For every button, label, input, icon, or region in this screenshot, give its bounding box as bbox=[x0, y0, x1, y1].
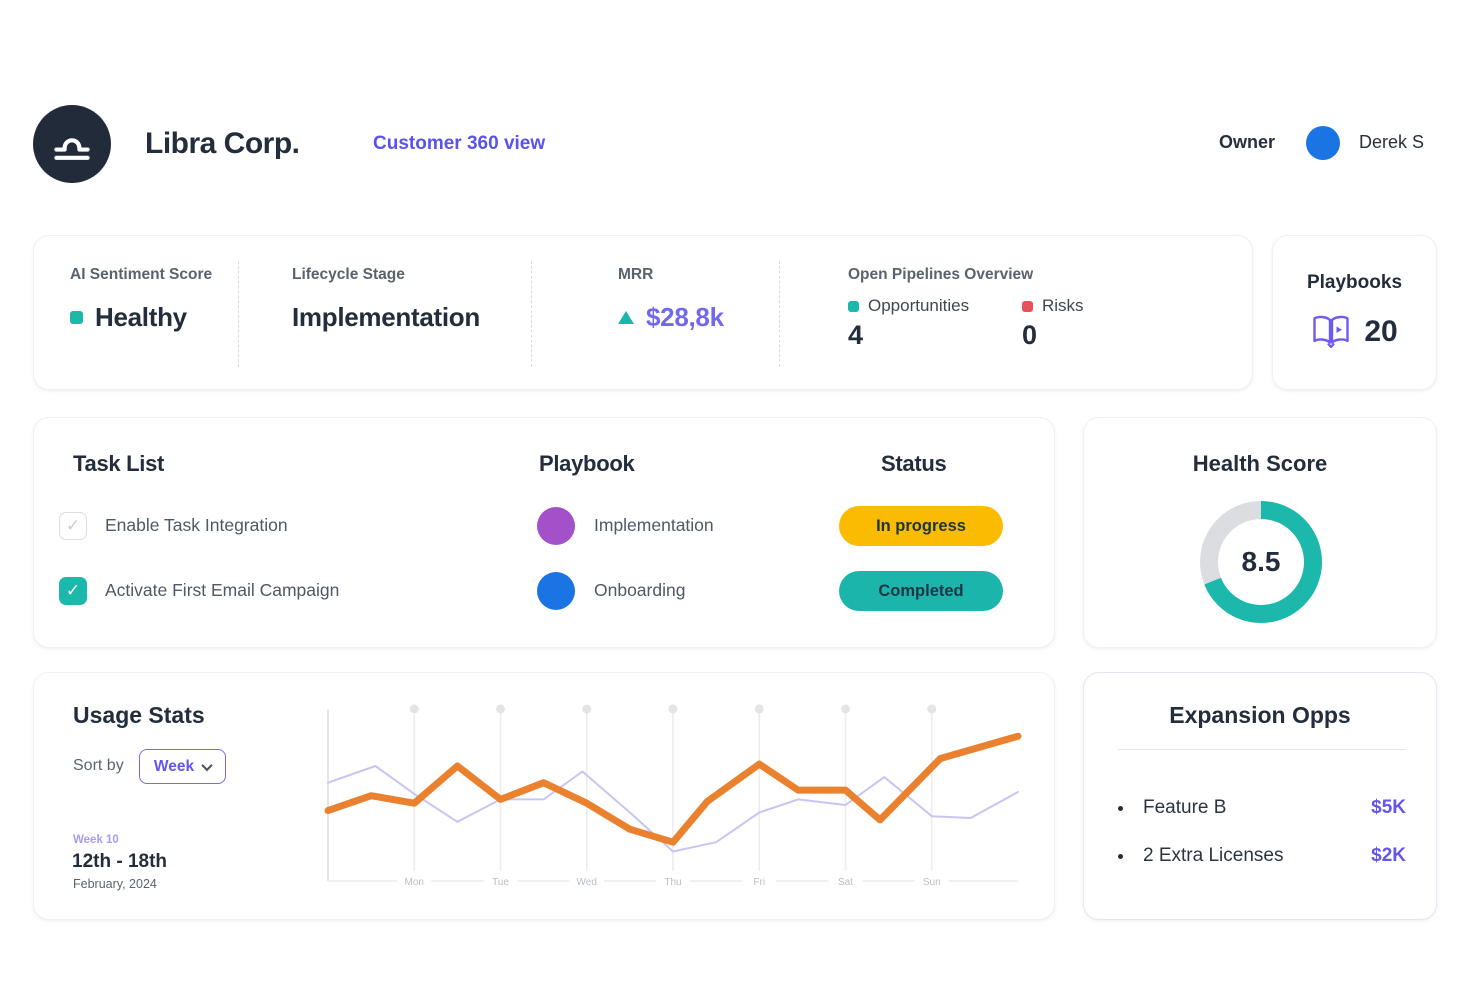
status-badge[interactable]: Completed bbox=[839, 571, 1003, 611]
divider bbox=[531, 261, 532, 367]
sentiment-value: Healthy bbox=[95, 302, 187, 332]
usage-chart: Mon Tue Wed Thu Fri Sat Sun bbox=[324, 704, 1022, 889]
task-checkbox[interactable]: ✓ bbox=[59, 512, 87, 540]
owner-label: Owner bbox=[1219, 132, 1276, 152]
task-label: Activate First Email Campaign bbox=[105, 580, 340, 600]
opportunities-label: Opportunities bbox=[868, 296, 970, 315]
expansion-item-value: $2K bbox=[1371, 845, 1406, 866]
expansion-item: 2 Extra Licenses $2K bbox=[1118, 843, 1406, 869]
libra-icon bbox=[54, 138, 90, 160]
health-score-value: 8.5 bbox=[1241, 546, 1281, 577]
sentiment-label: AI Sentiment Score bbox=[70, 266, 213, 283]
task-list-card: Task List Playbook Status ✓ Enable Task … bbox=[33, 417, 1055, 648]
svg-text:Thu: Thu bbox=[664, 877, 681, 888]
bullet-icon bbox=[1118, 853, 1123, 859]
health-score-title: Health Score bbox=[1192, 451, 1328, 476]
customer-360-link[interactable]: Customer 360 view bbox=[373, 133, 546, 154]
divider bbox=[779, 261, 780, 367]
task-list-header: Task List bbox=[73, 451, 165, 476]
task-checkbox[interactable]: ✓ bbox=[59, 577, 87, 605]
health-donut: 8.5 bbox=[1200, 501, 1322, 623]
svg-text:Wed: Wed bbox=[577, 877, 597, 888]
mrr-value: $28,8k bbox=[646, 302, 724, 332]
usage-stats-card: Usage Stats Sort by Week Week 10 12th - … bbox=[33, 672, 1055, 920]
opportunities-square-icon bbox=[848, 300, 859, 312]
svg-text:Sat: Sat bbox=[838, 877, 853, 888]
playbook-header: Playbook bbox=[539, 451, 635, 476]
playbook-name: Onboarding bbox=[594, 580, 686, 600]
playbook-dot-icon bbox=[537, 507, 575, 545]
week-sort-dropdown[interactable]: Week bbox=[139, 749, 226, 784]
expansion-item-value: $5K bbox=[1371, 797, 1406, 818]
sort-by-label: Sort by bbox=[73, 757, 124, 774]
company-name: Libra Corp. bbox=[145, 127, 300, 160]
chevron-down-icon bbox=[201, 759, 213, 771]
owner-name: Derek S bbox=[1359, 132, 1425, 152]
svg-text:Sun: Sun bbox=[923, 877, 941, 888]
playbooks-card: Playbooks 20 bbox=[1272, 235, 1437, 390]
playbook-dot-icon bbox=[537, 572, 575, 610]
health-score-card: Health Score 8.5 bbox=[1083, 417, 1437, 648]
expansion-item-label: 2 Extra Licenses bbox=[1143, 845, 1284, 866]
pipelines-label: Open Pipelines Overview bbox=[848, 266, 1034, 283]
week-sort-value: Week bbox=[153, 757, 195, 775]
svg-text:Mon: Mon bbox=[405, 877, 424, 888]
sentiment-square-icon bbox=[70, 311, 83, 324]
expansion-opps-title: Expansion Opps bbox=[1169, 702, 1351, 728]
expansion-opps-card: Expansion Opps Feature B $5K 2 Extra Lic… bbox=[1083, 672, 1437, 920]
week-date-range: 12th - 18th bbox=[72, 851, 168, 872]
lifecycle-label: Lifecycle Stage bbox=[292, 266, 405, 283]
svg-text:Tue: Tue bbox=[492, 877, 509, 888]
status-badge[interactable]: In progress bbox=[839, 506, 1003, 546]
bullet-icon bbox=[1118, 805, 1123, 811]
divider bbox=[1118, 749, 1406, 750]
trend-up-icon bbox=[618, 311, 634, 324]
task-label: Enable Task Integration bbox=[105, 515, 288, 535]
week-month-year: February, 2024 bbox=[73, 877, 157, 891]
playbook-name: Implementation bbox=[594, 515, 714, 535]
playbook-book-icon bbox=[1313, 315, 1350, 349]
task-row: ✓ Enable Task Integration Implementation… bbox=[34, 506, 1054, 546]
risks-square-icon bbox=[1022, 300, 1033, 312]
week-number: Week 10 bbox=[73, 834, 119, 846]
risks-label: Risks bbox=[1042, 296, 1084, 315]
company-logo bbox=[33, 105, 111, 183]
risks-value: 0 bbox=[1022, 320, 1038, 350]
task-row: ✓ Activate First Email Campaign Onboardi… bbox=[34, 571, 1054, 611]
playbooks-label: Playbooks bbox=[1306, 272, 1403, 293]
opportunities-value: 4 bbox=[848, 320, 864, 350]
mrr-label: MRR bbox=[618, 266, 654, 283]
owner-avatar bbox=[1306, 126, 1340, 160]
usage-chart-area: Mon Tue Wed Thu Fri Sat Sun bbox=[323, 699, 1023, 899]
opportunities-stat: Opportunities 4 bbox=[848, 296, 969, 351]
lifecycle-value: Implementation bbox=[292, 302, 480, 332]
risks-stat: Risks 0 bbox=[1022, 296, 1084, 351]
playbooks-count: 20 bbox=[1364, 315, 1398, 348]
divider bbox=[238, 261, 239, 367]
stats-bar: AI Sentiment Score Healthy Lifecycle Sta… bbox=[33, 235, 1253, 390]
usage-stats-title: Usage Stats bbox=[73, 702, 205, 728]
expansion-item: Feature B $5K bbox=[1118, 795, 1406, 821]
expansion-item-label: Feature B bbox=[1143, 797, 1227, 818]
status-header: Status bbox=[881, 451, 947, 476]
svg-text:Fri: Fri bbox=[753, 877, 765, 888]
